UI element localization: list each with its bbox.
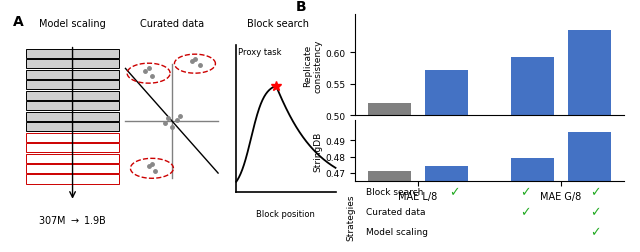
Text: ✓: ✓ <box>520 205 530 218</box>
Text: B: B <box>296 0 307 14</box>
Text: Block search: Block search <box>246 19 308 29</box>
Bar <box>425 167 468 252</box>
FancyBboxPatch shape <box>26 175 119 184</box>
Bar <box>425 71 468 252</box>
Y-axis label: Replicate
consistency: Replicate consistency <box>303 39 323 92</box>
FancyBboxPatch shape <box>26 71 119 80</box>
Bar <box>568 31 611 252</box>
FancyBboxPatch shape <box>26 133 119 142</box>
Text: A: A <box>13 15 24 29</box>
FancyBboxPatch shape <box>26 50 119 59</box>
FancyBboxPatch shape <box>26 144 119 152</box>
Text: ✓: ✓ <box>590 225 601 238</box>
Text: 307M $\rightarrow$ 1.9B: 307M $\rightarrow$ 1.9B <box>38 214 107 226</box>
FancyBboxPatch shape <box>26 123 119 132</box>
FancyBboxPatch shape <box>26 91 119 100</box>
Text: Strategies: Strategies <box>347 194 356 240</box>
Text: ✓: ✓ <box>449 185 460 198</box>
Text: ✓: ✓ <box>520 185 530 198</box>
Text: Block position: Block position <box>257 209 316 218</box>
Text: Block search: Block search <box>366 187 423 196</box>
Text: Curated data: Curated data <box>140 19 204 29</box>
FancyBboxPatch shape <box>26 164 119 173</box>
Bar <box>368 104 411 252</box>
Text: Model scaling: Model scaling <box>366 227 428 236</box>
FancyBboxPatch shape <box>26 60 119 69</box>
FancyBboxPatch shape <box>26 112 119 121</box>
Text: Curated data: Curated data <box>366 207 426 216</box>
Y-axis label: StringDB: StringDB <box>314 131 323 171</box>
Text: ✓: ✓ <box>590 185 601 198</box>
Text: Proxy task: Proxy task <box>238 48 282 57</box>
Bar <box>511 58 554 252</box>
FancyBboxPatch shape <box>26 102 119 111</box>
FancyBboxPatch shape <box>26 81 119 90</box>
Bar <box>568 132 611 252</box>
Bar <box>511 159 554 252</box>
FancyBboxPatch shape <box>26 154 119 163</box>
Bar <box>368 172 411 252</box>
Text: Model scaling: Model scaling <box>39 19 106 29</box>
Text: ✓: ✓ <box>590 205 601 218</box>
